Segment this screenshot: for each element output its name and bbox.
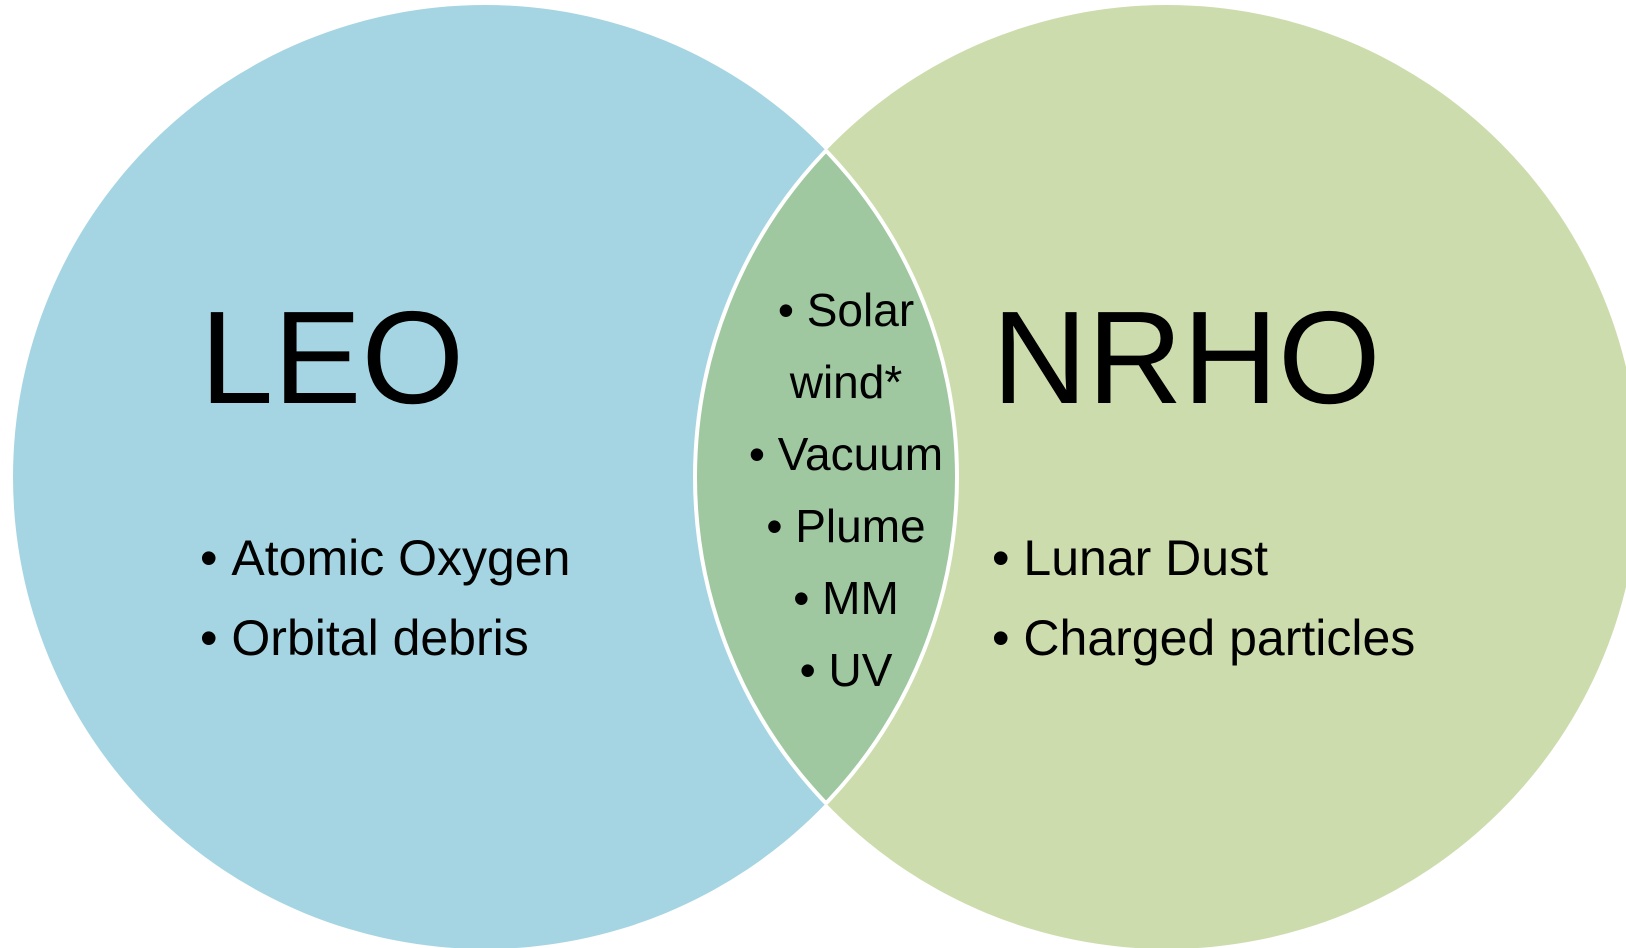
right-item: Charged particles: [992, 598, 1415, 678]
overlap-item: Solar wind*: [735, 274, 957, 418]
overlap-item: Vacuum: [735, 418, 957, 490]
overlap-list: Solar wind* Vacuum Plume MM UV: [735, 274, 957, 706]
left-list: Atomic Oxygen Orbital debris: [200, 518, 570, 678]
right-label: NRHO: [992, 284, 1381, 431]
right-circle: [695, 5, 1626, 948]
left-circle: [13, 5, 957, 948]
left-item: Atomic Oxygen: [200, 518, 570, 598]
left-item: Orbital debris: [200, 598, 570, 678]
overlap-item: Plume: [735, 490, 957, 562]
overlap-border: [695, 5, 959, 948]
right-list: Lunar Dust Charged particles: [992, 518, 1415, 678]
overlap-item: MM: [735, 562, 957, 634]
left-label: LEO: [200, 284, 465, 431]
overlap-border: [693, 5, 957, 948]
overlap-item: UV: [735, 634, 957, 706]
right-item: Lunar Dust: [992, 518, 1415, 598]
